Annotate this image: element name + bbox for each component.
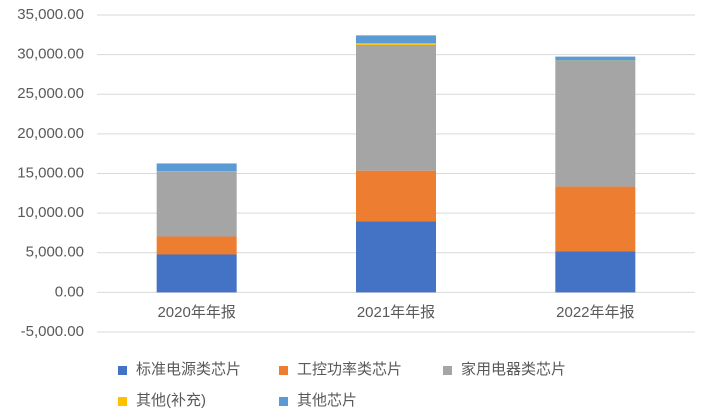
bar-segment (156, 236, 237, 255)
y-tick-label: 5,000.00 (26, 244, 84, 261)
legend-label: 其他(补充) (136, 392, 206, 409)
y-tick-label: 0.00 (55, 283, 84, 300)
x-tick-label: 2020年年报 (157, 304, 235, 321)
bar-segment (356, 221, 436, 293)
legend-marker (118, 397, 127, 406)
y-tick-label: 10,000.00 (17, 204, 84, 221)
legend-label: 工控功率类芯片 (297, 361, 402, 378)
bar-segment (156, 171, 237, 237)
legend-label: 家用电器类芯片 (461, 361, 566, 378)
bar-segment (555, 186, 636, 252)
legend-marker (279, 397, 288, 406)
bar-segment (555, 251, 636, 293)
bar-segment (156, 254, 237, 293)
bar-segment (356, 170, 436, 222)
y-tick-label: 15,000.00 (17, 164, 84, 181)
legend-label: 标准电源类芯片 (136, 361, 241, 378)
legend-marker (118, 366, 127, 375)
legend-marker (279, 366, 288, 375)
y-tick-label: -5,000.00 (21, 323, 84, 340)
x-tick-label: 2021年年报 (357, 304, 435, 321)
bar-segment (555, 60, 636, 187)
bar-segment (356, 35, 436, 44)
y-tick-label: 30,000.00 (17, 46, 84, 63)
legend-marker (443, 366, 452, 375)
y-tick-label: 35,000.00 (17, 6, 84, 23)
y-tick-label: 25,000.00 (17, 85, 84, 102)
legend-label: 其他芯片 (297, 392, 357, 409)
bar-segment (156, 163, 237, 172)
bar-segment (555, 56, 636, 61)
x-tick-label: 2022年年报 (556, 304, 634, 321)
y-tick-label: 20,000.00 (17, 125, 84, 142)
bar-segment (356, 43, 436, 45)
bar-segment (356, 44, 436, 171)
